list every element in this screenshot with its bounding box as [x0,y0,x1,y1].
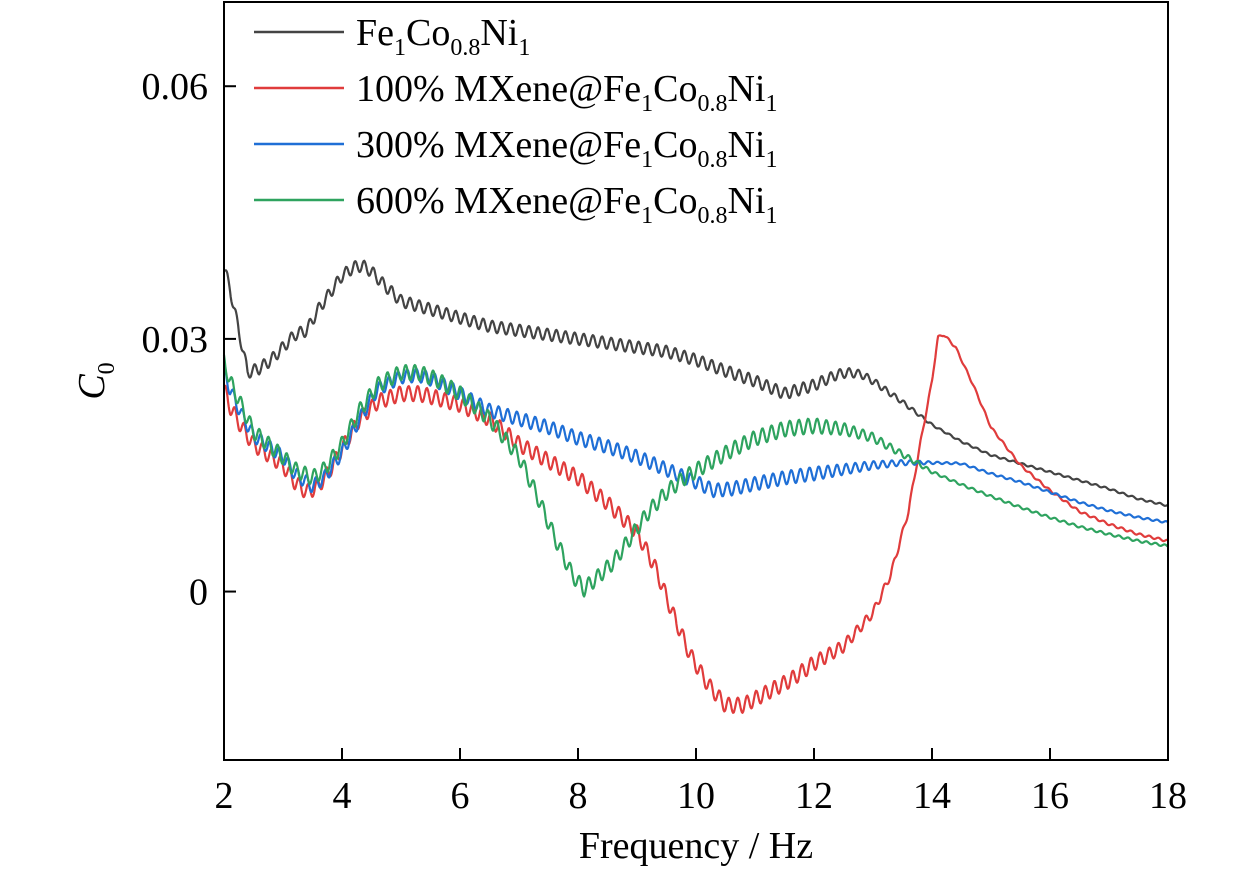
legend-text-part: Fe [356,12,394,54]
y-axis-title: C0 [71,362,120,399]
legend-text-part: Co [406,12,450,54]
x-tick-label: 10 [677,775,715,817]
x-tick-label: 14 [913,775,951,817]
legend-label-2: 100% MXene@Fe1​Co0.8​Ni1​ [356,68,777,117]
x-tick-label: 12 [795,775,833,817]
y-tick-label: 0 [189,572,208,614]
x-tick-label: 16 [1031,775,1069,817]
legend: Fe1​Co0.8​Ni1​ 100% MXene@Fe1​Co0.8​Ni1​ 3… [254,12,777,229]
legend-subscript: 1 [641,147,653,173]
series-line-1 [223,259,1169,507]
legend-text-part: Ni [727,124,765,166]
legend-text-part: Co [653,124,697,166]
legend-subscript: 1 [765,91,777,117]
y-tick-label: 0.06 [142,66,209,108]
x-tick-label: 4 [333,775,352,817]
y-axis-title-main: C [71,374,113,400]
plot-background [224,2,1168,760]
series-line-2 [223,334,1169,714]
legend-label-1: Fe1​Co0.8​Ni1​ [356,12,530,61]
legend-subscript: 0.8 [697,203,727,229]
legend-label-4: 600% MXene@Fe1​Co0.8​Ni1​ [356,180,777,229]
legend-subscript: 1 [518,35,530,61]
x-tick-label: 6 [451,775,470,817]
legend-text-part: 600% MXene@Fe [356,180,641,222]
legend-text-part: Ni [480,12,518,54]
legend-text-part: 300% MXene@Fe [356,124,641,166]
legend-subscript: 0.8 [697,147,727,173]
legend-subscript: 0.8 [450,35,480,61]
legend-text-part: Co [653,180,697,222]
legend-subscript: 1 [765,203,777,229]
legend-text-part: Ni [727,180,765,222]
x-tick-label: 8 [569,775,588,817]
legend-text-part: 100% MXene@Fe [356,68,641,110]
series-line-4 [222,354,1169,598]
legend-label-3: 300% MXene@Fe1​Co0.8​Ni1​ [356,124,777,173]
legend-text-part: Ni [727,68,765,110]
y-tick-label: 0.03 [142,319,209,361]
x-tick-label: 2 [215,775,234,817]
legend-subscript: 1 [765,147,777,173]
y-axis-title-sub: 0 [94,362,120,374]
x-tick-label: 18 [1149,775,1187,817]
x-axis: 2 4 6 8 10 12 14 16 18 [215,748,1187,817]
series-layer [222,259,1169,714]
legend-subscript: 0.8 [697,91,727,117]
y-axis: 0 0.03 0.06 [142,66,236,614]
legend-subscript: 1 [394,35,406,61]
legend-subscript: 1 [641,91,653,117]
legend-text-part: Co [653,68,697,110]
legend-subscript: 1 [641,203,653,229]
x-axis-title: Frequency / Hz [579,825,813,867]
